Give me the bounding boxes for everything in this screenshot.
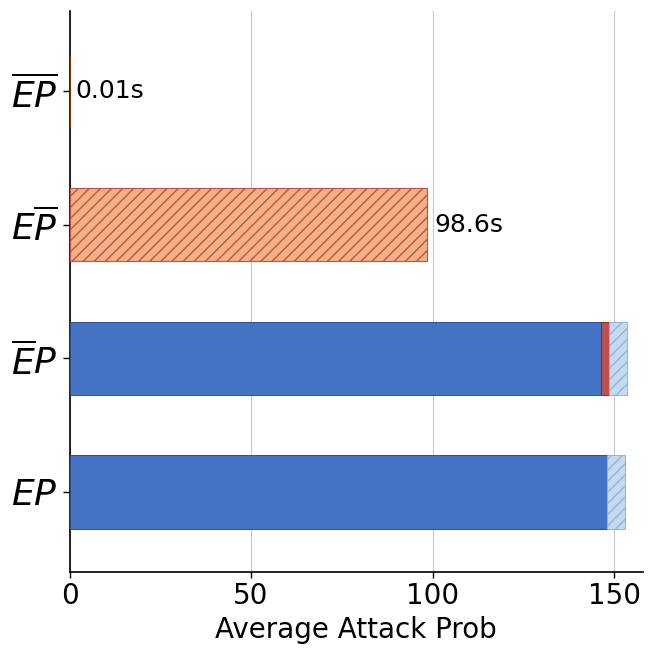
Bar [608,322,627,395]
Text: 98.6s: 98.6s [434,213,503,236]
Bar [601,322,608,395]
X-axis label: Average Attack Prob: Average Attack Prob [215,616,497,644]
Bar [69,188,428,261]
Bar [607,455,625,529]
Bar [69,455,607,529]
Bar [69,322,601,395]
Text: 0.01s: 0.01s [75,79,144,103]
